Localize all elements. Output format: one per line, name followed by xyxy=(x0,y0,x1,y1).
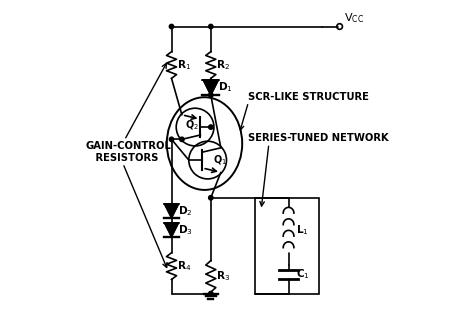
Text: L$_1$: L$_1$ xyxy=(296,223,309,237)
Circle shape xyxy=(180,137,184,141)
Circle shape xyxy=(209,93,213,97)
Text: Q$_1$: Q$_1$ xyxy=(213,153,228,167)
Text: R$_2$: R$_2$ xyxy=(217,58,230,72)
Text: V$_{\rm CC}$: V$_{\rm CC}$ xyxy=(344,11,364,25)
Polygon shape xyxy=(165,223,179,237)
Text: SERIES-TUNED NETWORK: SERIES-TUNED NETWORK xyxy=(248,133,389,143)
Text: D$_2$: D$_2$ xyxy=(179,204,193,218)
Text: D$_3$: D$_3$ xyxy=(179,223,193,237)
Text: R$_4$: R$_4$ xyxy=(177,259,191,273)
Text: D$_1$: D$_1$ xyxy=(218,81,232,94)
Circle shape xyxy=(209,125,213,129)
Circle shape xyxy=(209,24,213,29)
Text: GAIN-CONTROL
   RESISTORS: GAIN-CONTROL RESISTORS xyxy=(85,141,171,163)
Text: R$_1$: R$_1$ xyxy=(177,58,191,72)
Polygon shape xyxy=(203,80,218,95)
Circle shape xyxy=(169,24,174,29)
Bar xyxy=(255,198,319,294)
Polygon shape xyxy=(165,204,179,218)
Circle shape xyxy=(209,291,213,296)
Circle shape xyxy=(209,196,213,200)
Text: R$_3$: R$_3$ xyxy=(217,269,230,283)
Circle shape xyxy=(169,137,174,141)
Text: SCR-LIKE STRUCTURE: SCR-LIKE STRUCTURE xyxy=(248,92,370,102)
Text: Q$_2$: Q$_2$ xyxy=(185,119,199,132)
Text: C$_1$: C$_1$ xyxy=(296,268,310,281)
